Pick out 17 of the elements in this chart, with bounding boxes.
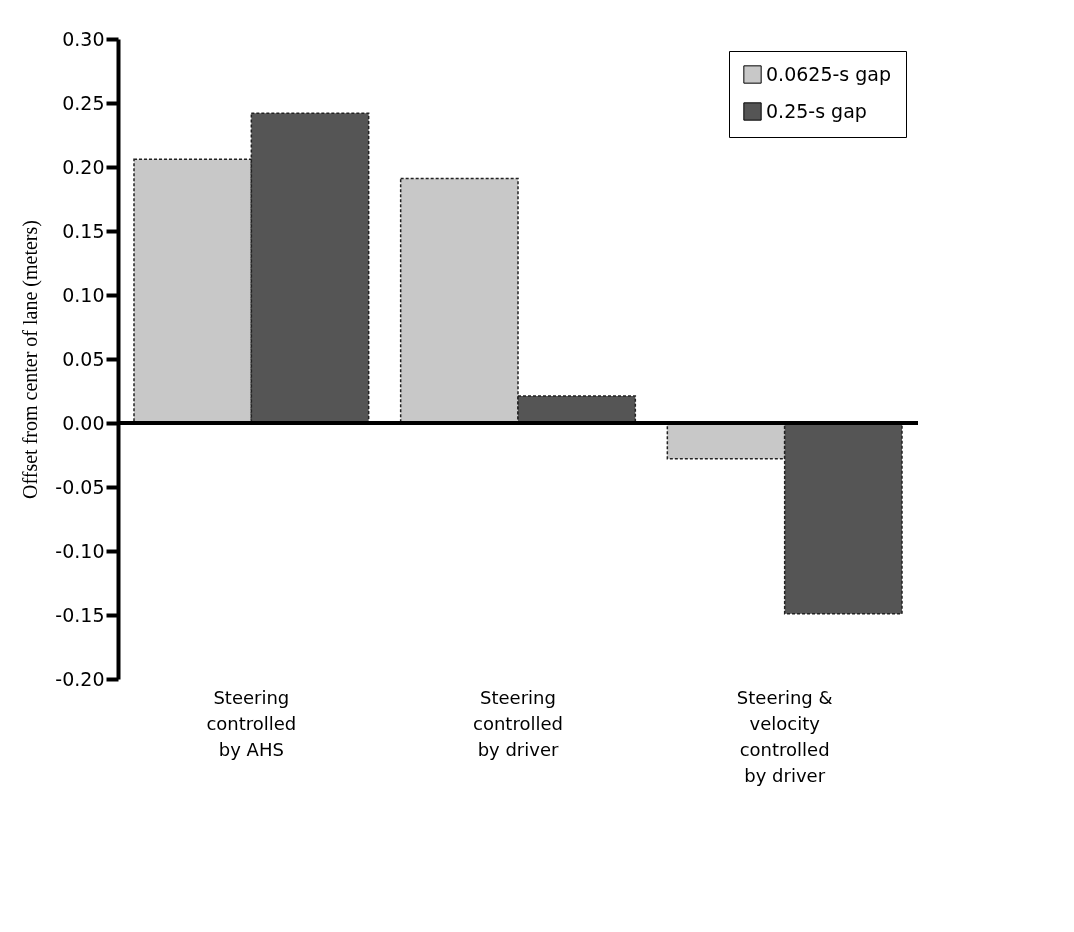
x-tick-label: Steering & velocity controlled by driver bbox=[736, 686, 833, 786]
y-tick-label: 0.10 bbox=[62, 283, 105, 306]
y-tick-label: 0.25 bbox=[62, 91, 105, 114]
y-tick-label: -0.15 bbox=[55, 603, 105, 626]
legend-label: 0.25-s gap bbox=[766, 99, 867, 122]
y-axis-title: Offset from center of lane (meters) bbox=[19, 220, 43, 499]
legend-label: 0.0625-s gap bbox=[766, 62, 892, 85]
y-tick-label: 0.30 bbox=[62, 27, 105, 50]
y-tick-label: -0.20 bbox=[55, 667, 105, 690]
y-tick-label: 0.20 bbox=[62, 155, 105, 178]
x-tick-label: Steering controlled by AHS bbox=[206, 686, 297, 760]
y-tick-label: -0.10 bbox=[55, 539, 105, 562]
y-tick-label: 0.15 bbox=[62, 219, 105, 242]
y-tick-label: 0.00 bbox=[62, 411, 105, 434]
x-tick-label: Steering controlled by driver bbox=[473, 686, 563, 760]
y-tick-label: 0.05 bbox=[62, 347, 105, 370]
y-tick-label: -0.05 bbox=[55, 475, 105, 498]
